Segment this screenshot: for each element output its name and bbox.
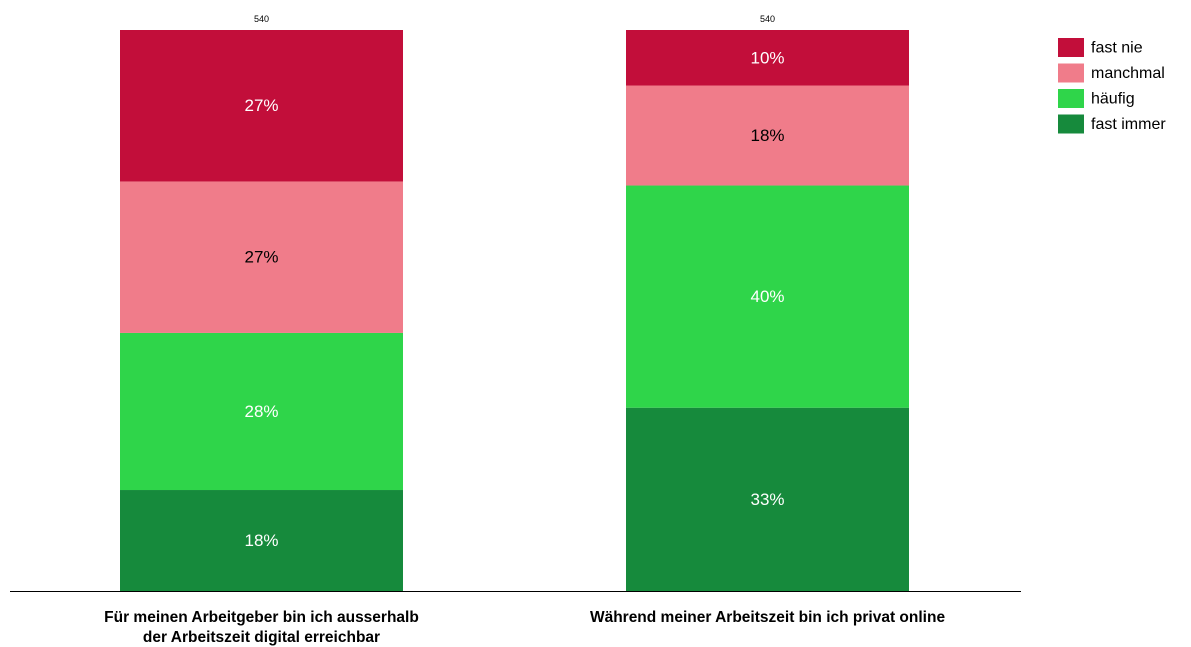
data-label-manchmal-1: 27% [244, 248, 278, 267]
legend-swatch-haeufig [1058, 89, 1084, 108]
data-label-haeufig-1: 28% [244, 402, 278, 421]
bar-segment-fast-nie-1 [120, 30, 403, 182]
legend-swatch-manchmal [1058, 63, 1084, 83]
bar-segment-manchmal-1 [120, 181, 403, 333]
bar-segment-fast-immer-2 [626, 407, 909, 591]
legend-label-fast-immer: fast immer [1091, 116, 1166, 133]
data-label-fast-immer-1: 18% [244, 531, 278, 550]
x-axis-category-label: der Arbeitszeit digital erreichbar [143, 629, 380, 646]
bar-segment-fast-immer-1 [120, 490, 403, 591]
legend-swatch-fast-nie [1058, 38, 1084, 57]
data-label-fast-nie-2: 10% [750, 48, 784, 67]
data-label-fast-immer-2: 33% [750, 490, 784, 509]
bar-segment-fast-nie-2 [626, 30, 909, 86]
bar-segment-haeufig-1 [120, 332, 403, 491]
x-axis-category-label: Für meinen Arbeitgeber bin ich ausserhal… [104, 609, 419, 626]
bar-total-n-label: 540 [760, 14, 775, 24]
bar-segment-manchmal-2 [626, 85, 909, 186]
x-axis-category-label: Während meiner Arbeitszeit bin ich priva… [590, 609, 946, 626]
bar-total-n-label: 540 [254, 14, 269, 24]
data-label-manchmal-2: 18% [750, 126, 784, 145]
legend-label-manchmal: manchmal [1091, 65, 1165, 82]
bar-segment-haeufig-2 [626, 185, 909, 408]
legend-label-fast-nie: fast nie [1091, 40, 1143, 57]
legend-swatch-fast-immer [1058, 114, 1084, 134]
legend-label-haeufig: häufig [1091, 91, 1135, 108]
data-label-haeufig-2: 40% [750, 287, 784, 306]
data-label-fast-nie-1: 27% [244, 96, 278, 115]
